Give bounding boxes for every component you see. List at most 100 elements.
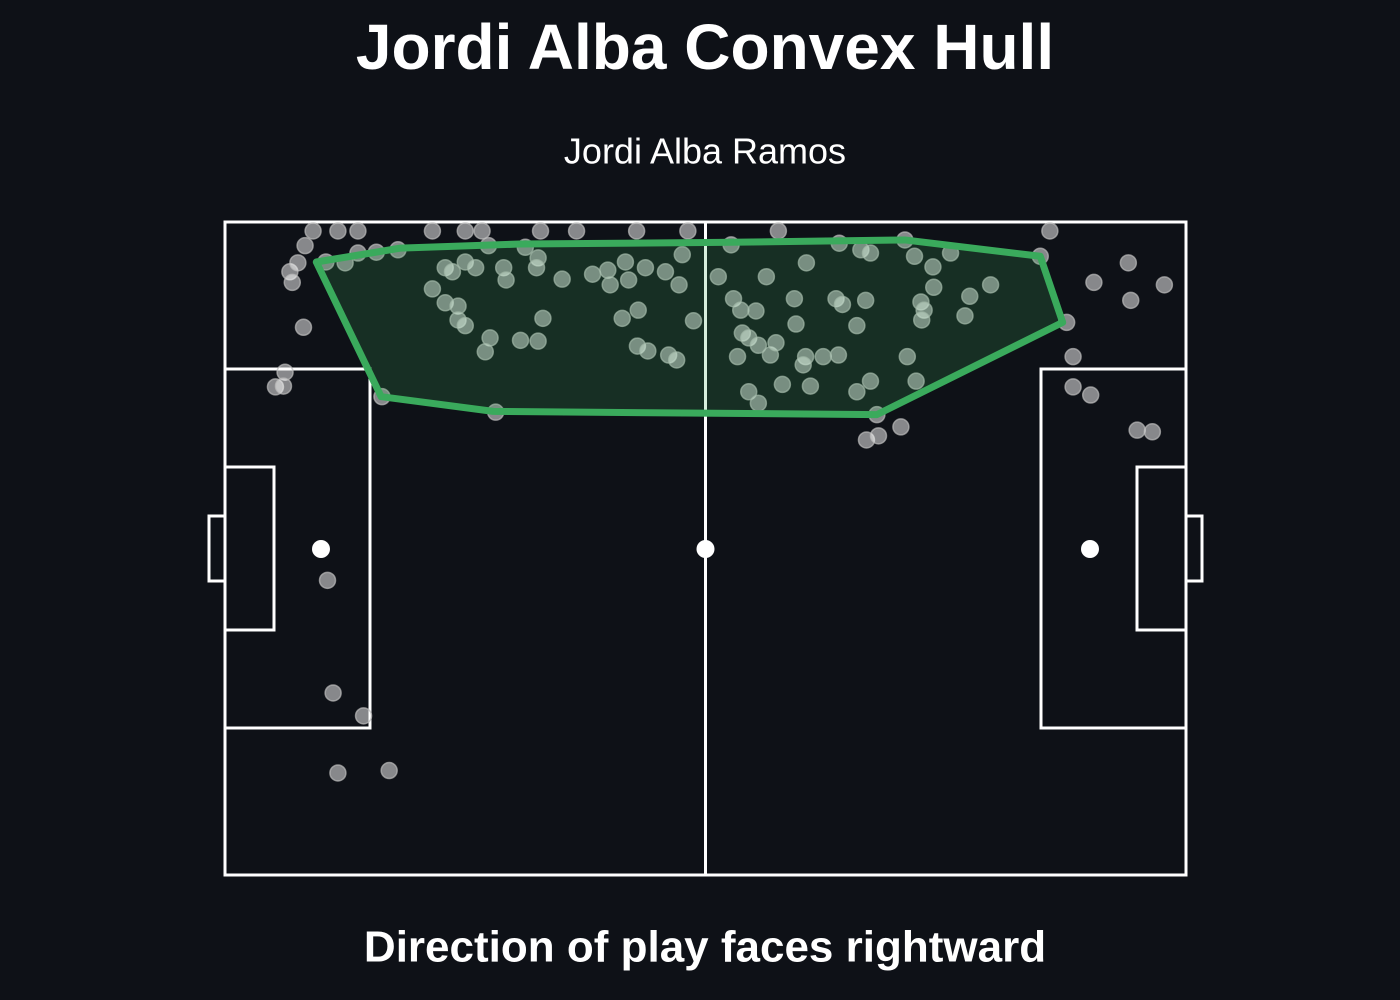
- touch-point: [797, 254, 816, 272]
- centre-spot: [696, 540, 715, 558]
- touch-point: [848, 316, 866, 335]
- touch-point: [1128, 421, 1146, 439]
- touch-point: [905, 247, 924, 266]
- touch-point: [531, 222, 550, 240]
- touch-point: [861, 372, 880, 390]
- touch-point: [639, 342, 657, 360]
- touch-point: [534, 309, 552, 328]
- touch-point: [616, 253, 635, 271]
- touch-point: [289, 254, 307, 272]
- touch-point: [769, 222, 788, 240]
- goal: [1184, 514, 1204, 583]
- plot-area: [266, 222, 1174, 782]
- touch-point: [670, 276, 688, 294]
- touch-point: [1041, 222, 1059, 240]
- touch-point: [794, 356, 812, 374]
- touch-point: [833, 295, 852, 314]
- touch-point: [981, 276, 1000, 294]
- touch-point: [443, 263, 462, 281]
- touch-point: [567, 222, 586, 240]
- touch-point: [892, 418, 910, 436]
- touch-point: [553, 270, 571, 288]
- touch-point: [728, 347, 747, 366]
- touch-point: [627, 222, 646, 240]
- touch-point: [961, 287, 979, 306]
- touch-point: [787, 315, 805, 333]
- touch-point: [629, 301, 647, 319]
- touch-point: [613, 309, 631, 328]
- touch-point: [304, 222, 322, 240]
- touch-point: [296, 236, 314, 255]
- touch-point: [527, 258, 546, 277]
- touch-point: [757, 267, 776, 286]
- footnote: Direction of play faces rightward: [364, 923, 1046, 972]
- touch-point: [476, 343, 495, 361]
- goal: [207, 514, 227, 583]
- touch-point: [456, 316, 474, 335]
- touch-point: [924, 278, 943, 297]
- touch-point: [636, 258, 655, 277]
- touch-point: [380, 761, 398, 780]
- touch-point: [619, 271, 638, 289]
- touch-point: [767, 334, 785, 352]
- touch-point: [466, 258, 485, 277]
- touch-point: [423, 280, 442, 298]
- touch-point: [856, 291, 875, 310]
- touch-point: [283, 273, 302, 292]
- touch-point: [848, 383, 866, 401]
- touch-point: [801, 377, 820, 395]
- touch-point: [684, 312, 703, 330]
- touch-point: [349, 222, 367, 240]
- touch-point: [869, 427, 888, 445]
- convex-hull: [312, 236, 1067, 419]
- touch-point: [529, 332, 547, 350]
- chart-subtitle: Jordi Alba Ramos: [564, 131, 846, 172]
- touch-point: [898, 347, 917, 366]
- touch-point: [956, 307, 974, 325]
- touch-point: [1085, 273, 1103, 292]
- touch-point: [1064, 347, 1082, 366]
- touch-point: [329, 764, 347, 782]
- touch-point: [1064, 378, 1082, 396]
- pitch: [207, 220, 1204, 877]
- touch-point: [773, 375, 792, 394]
- penalty-box: [223, 367, 372, 730]
- touch-point: [829, 346, 848, 364]
- touch-point: [497, 271, 515, 289]
- touch-point: [1081, 386, 1100, 404]
- touch-point: [749, 336, 768, 355]
- touch-point: [423, 222, 442, 240]
- chart-title: Jordi Alba Convex Hull: [356, 11, 1054, 83]
- touch-point: [1155, 276, 1174, 294]
- six-yard-box: [1135, 465, 1188, 632]
- touch-point: [673, 245, 692, 264]
- touch-point: [354, 707, 373, 725]
- touch-point: [473, 222, 491, 240]
- six-yard-box: [223, 465, 276, 632]
- touch-point: [709, 267, 728, 286]
- touch-point: [679, 222, 697, 240]
- touch-point: [274, 377, 293, 395]
- touch-point: [739, 383, 758, 401]
- touch-point: [785, 289, 804, 308]
- touch-point: [912, 311, 931, 329]
- touch-point: [294, 318, 313, 337]
- touch-point: [667, 351, 686, 369]
- touch-point: [747, 302, 765, 320]
- touch-point: [907, 372, 925, 390]
- touch-point: [656, 263, 675, 281]
- touch-point: [1121, 291, 1140, 310]
- penalty-box: [1039, 367, 1188, 730]
- touch-point: [329, 222, 347, 240]
- touch-point: [324, 684, 342, 702]
- touch-point: [861, 244, 880, 262]
- touch-point: [318, 571, 337, 590]
- penalty-spot: [312, 540, 330, 558]
- touch-point: [1143, 423, 1162, 441]
- touch-point: [924, 258, 942, 276]
- penalty-spot: [1081, 540, 1099, 558]
- touch-point: [601, 276, 619, 294]
- touch-point: [511, 331, 530, 350]
